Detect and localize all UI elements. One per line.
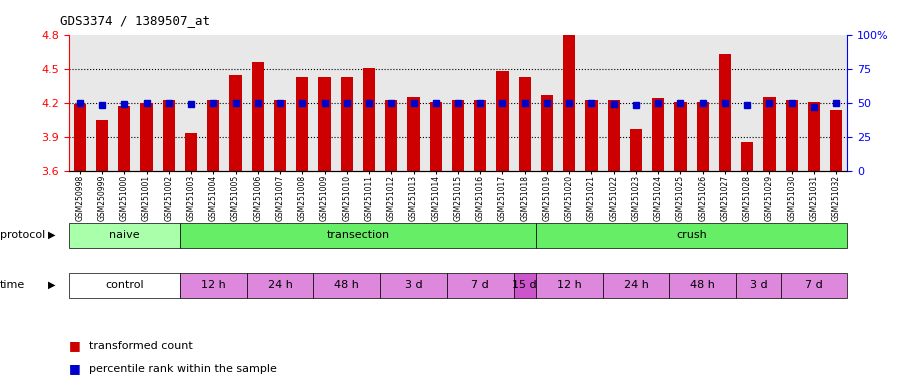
Bar	[319, 76, 331, 171]
Bar	[185, 133, 197, 171]
Bar	[736, 273, 780, 298]
Text: 3 d: 3 d	[405, 280, 422, 290]
Bar	[603, 273, 670, 298]
Bar	[229, 76, 242, 171]
Bar	[447, 273, 514, 298]
Text: transection: transection	[326, 230, 389, 240]
Text: 7 d: 7 d	[805, 280, 823, 290]
Bar	[607, 101, 620, 171]
Text: crush: crush	[676, 230, 707, 240]
Text: 24 h: 24 h	[267, 280, 292, 290]
Bar	[674, 102, 687, 171]
Text: ▶: ▶	[48, 280, 55, 290]
Bar	[246, 273, 313, 298]
Text: GDS3374 / 1389507_at: GDS3374 / 1389507_at	[60, 14, 210, 27]
Bar	[341, 76, 353, 171]
Text: protocol: protocol	[0, 230, 45, 240]
Text: control: control	[105, 280, 144, 290]
Bar	[363, 68, 376, 171]
Bar	[514, 273, 536, 298]
Bar	[696, 102, 709, 171]
Text: 48 h: 48 h	[334, 280, 359, 290]
Bar	[296, 76, 309, 171]
Text: ▶: ▶	[48, 230, 55, 240]
Bar	[380, 273, 447, 298]
Bar	[452, 101, 464, 171]
Bar	[719, 54, 731, 171]
Bar	[408, 97, 420, 171]
Bar	[670, 273, 736, 298]
Bar	[140, 103, 153, 171]
Bar	[540, 95, 553, 171]
Bar	[252, 62, 264, 171]
Bar	[536, 273, 603, 298]
Bar	[163, 101, 175, 171]
Bar	[118, 106, 130, 171]
Text: 3 d: 3 d	[749, 280, 767, 290]
Bar	[808, 102, 820, 171]
Bar	[563, 35, 575, 171]
Text: 12 h: 12 h	[201, 280, 225, 290]
Bar	[180, 223, 536, 248]
Bar	[430, 102, 442, 171]
Text: 7 d: 7 d	[472, 280, 489, 290]
Bar	[585, 101, 597, 171]
Bar	[313, 273, 380, 298]
Text: naive: naive	[109, 230, 139, 240]
Bar	[741, 142, 753, 171]
Bar	[69, 223, 180, 248]
Bar	[96, 120, 108, 171]
Bar	[385, 101, 398, 171]
Bar	[73, 104, 86, 171]
Text: 12 h: 12 h	[557, 280, 582, 290]
Bar	[474, 101, 486, 171]
Text: percentile rank within the sample: percentile rank within the sample	[89, 364, 277, 374]
Text: 48 h: 48 h	[691, 280, 715, 290]
Bar	[652, 98, 664, 171]
Text: 15 d: 15 d	[512, 280, 537, 290]
Bar	[207, 101, 220, 171]
Bar	[69, 273, 180, 298]
Bar	[630, 129, 642, 171]
Bar	[496, 71, 508, 171]
Text: transformed count: transformed count	[89, 341, 192, 351]
Text: ■: ■	[69, 339, 84, 352]
Bar	[780, 273, 847, 298]
Bar	[830, 109, 843, 171]
Bar	[518, 76, 531, 171]
Bar	[763, 97, 776, 171]
Text: ■: ■	[69, 362, 84, 375]
Bar	[180, 273, 246, 298]
Text: 24 h: 24 h	[624, 280, 649, 290]
Bar	[786, 101, 798, 171]
Bar	[274, 101, 286, 171]
Text: time: time	[0, 280, 26, 290]
Bar	[536, 223, 847, 248]
